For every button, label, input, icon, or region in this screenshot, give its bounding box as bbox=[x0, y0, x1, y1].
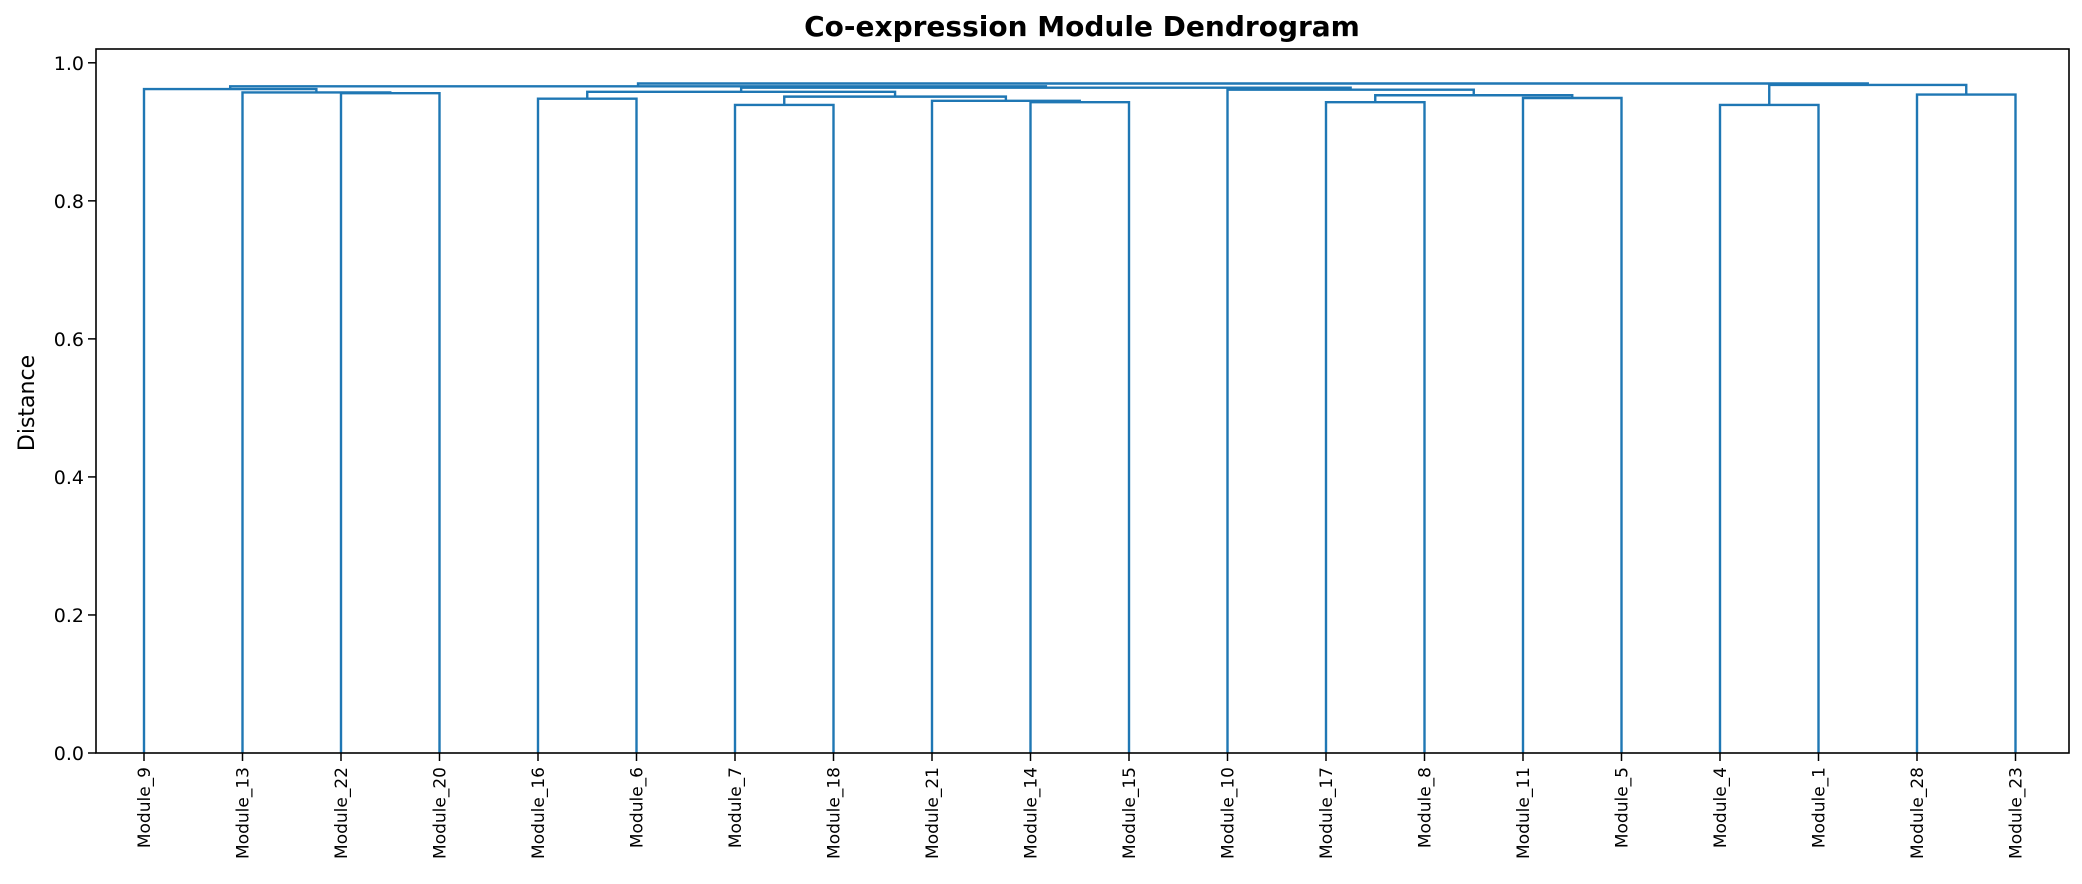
x-axis-ticks: Module_9 Module_13 Module_22 Module_20 Modul… bbox=[135, 753, 2027, 859]
leaf-label: Module_9 bbox=[135, 767, 155, 848]
dendrogram-link bbox=[228, 85, 1048, 90]
dendrogram-link bbox=[1521, 96, 1623, 753]
leaf-label: Module_7 bbox=[726, 767, 746, 848]
dendrogram-link bbox=[1029, 100, 1131, 753]
leaf-label: Module_8 bbox=[1416, 767, 1436, 848]
leaf-label: Module_22 bbox=[332, 767, 352, 859]
dendrogram-link bbox=[339, 91, 441, 753]
leaf-label: Module_15 bbox=[1120, 767, 1140, 859]
leaf-label: Module_11 bbox=[1514, 767, 1534, 859]
dendrogram-link bbox=[636, 82, 1869, 87]
plot-frame bbox=[95, 48, 2070, 754]
y-tick-label: 0.6 bbox=[54, 329, 84, 351]
dendrogram-link bbox=[1915, 93, 2017, 753]
chart-title: Co-expression Module Dendrogram bbox=[804, 10, 1360, 43]
dendrogram-link bbox=[733, 103, 835, 753]
y-axis-ticks: 0.0 0.2 0.4 0.6 0.8 1.0 bbox=[54, 53, 96, 765]
y-tick-label: 0.4 bbox=[54, 467, 84, 489]
leaf-label: Module_18 bbox=[825, 767, 845, 859]
leaf-label: Module_20 bbox=[431, 767, 451, 859]
y-tick-label: 1.0 bbox=[54, 53, 84, 75]
y-tick-label: 0.8 bbox=[54, 191, 84, 213]
dendrogram-link bbox=[1718, 103, 1820, 753]
dendrogram-link bbox=[241, 91, 392, 753]
y-axis-label: Distance bbox=[15, 355, 40, 451]
leaf-label: Module_5 bbox=[1613, 767, 1633, 848]
leaf-label: Module_28 bbox=[1908, 767, 1928, 859]
leaf-label: Module_23 bbox=[2007, 767, 2027, 859]
leaf-label: Module_10 bbox=[1219, 767, 1239, 859]
y-tick-label: 0.0 bbox=[54, 743, 84, 765]
dendrogram-link bbox=[930, 99, 1081, 753]
leaf-label: Module_16 bbox=[529, 767, 549, 859]
leaf-label: Module_4 bbox=[1711, 767, 1731, 848]
leaf-label: Module_17 bbox=[1317, 767, 1337, 859]
leaf-label: Module_13 bbox=[234, 767, 254, 859]
dendrogram-link bbox=[1226, 88, 1475, 753]
dendrogram-links bbox=[142, 82, 2017, 753]
dendrogram-link bbox=[586, 90, 897, 99]
leaf-label: Module_1 bbox=[1810, 767, 1830, 848]
leaf-label: Module_14 bbox=[1022, 767, 1042, 859]
dendrogram-link bbox=[536, 97, 638, 753]
dendrogram-link bbox=[142, 87, 318, 753]
dendrogram-link bbox=[1324, 100, 1426, 753]
y-tick-label: 0.2 bbox=[54, 605, 84, 627]
leaf-label: Module_6 bbox=[628, 767, 648, 848]
leaf-label: Module_21 bbox=[923, 767, 943, 859]
dendrogram-link bbox=[739, 86, 1352, 92]
